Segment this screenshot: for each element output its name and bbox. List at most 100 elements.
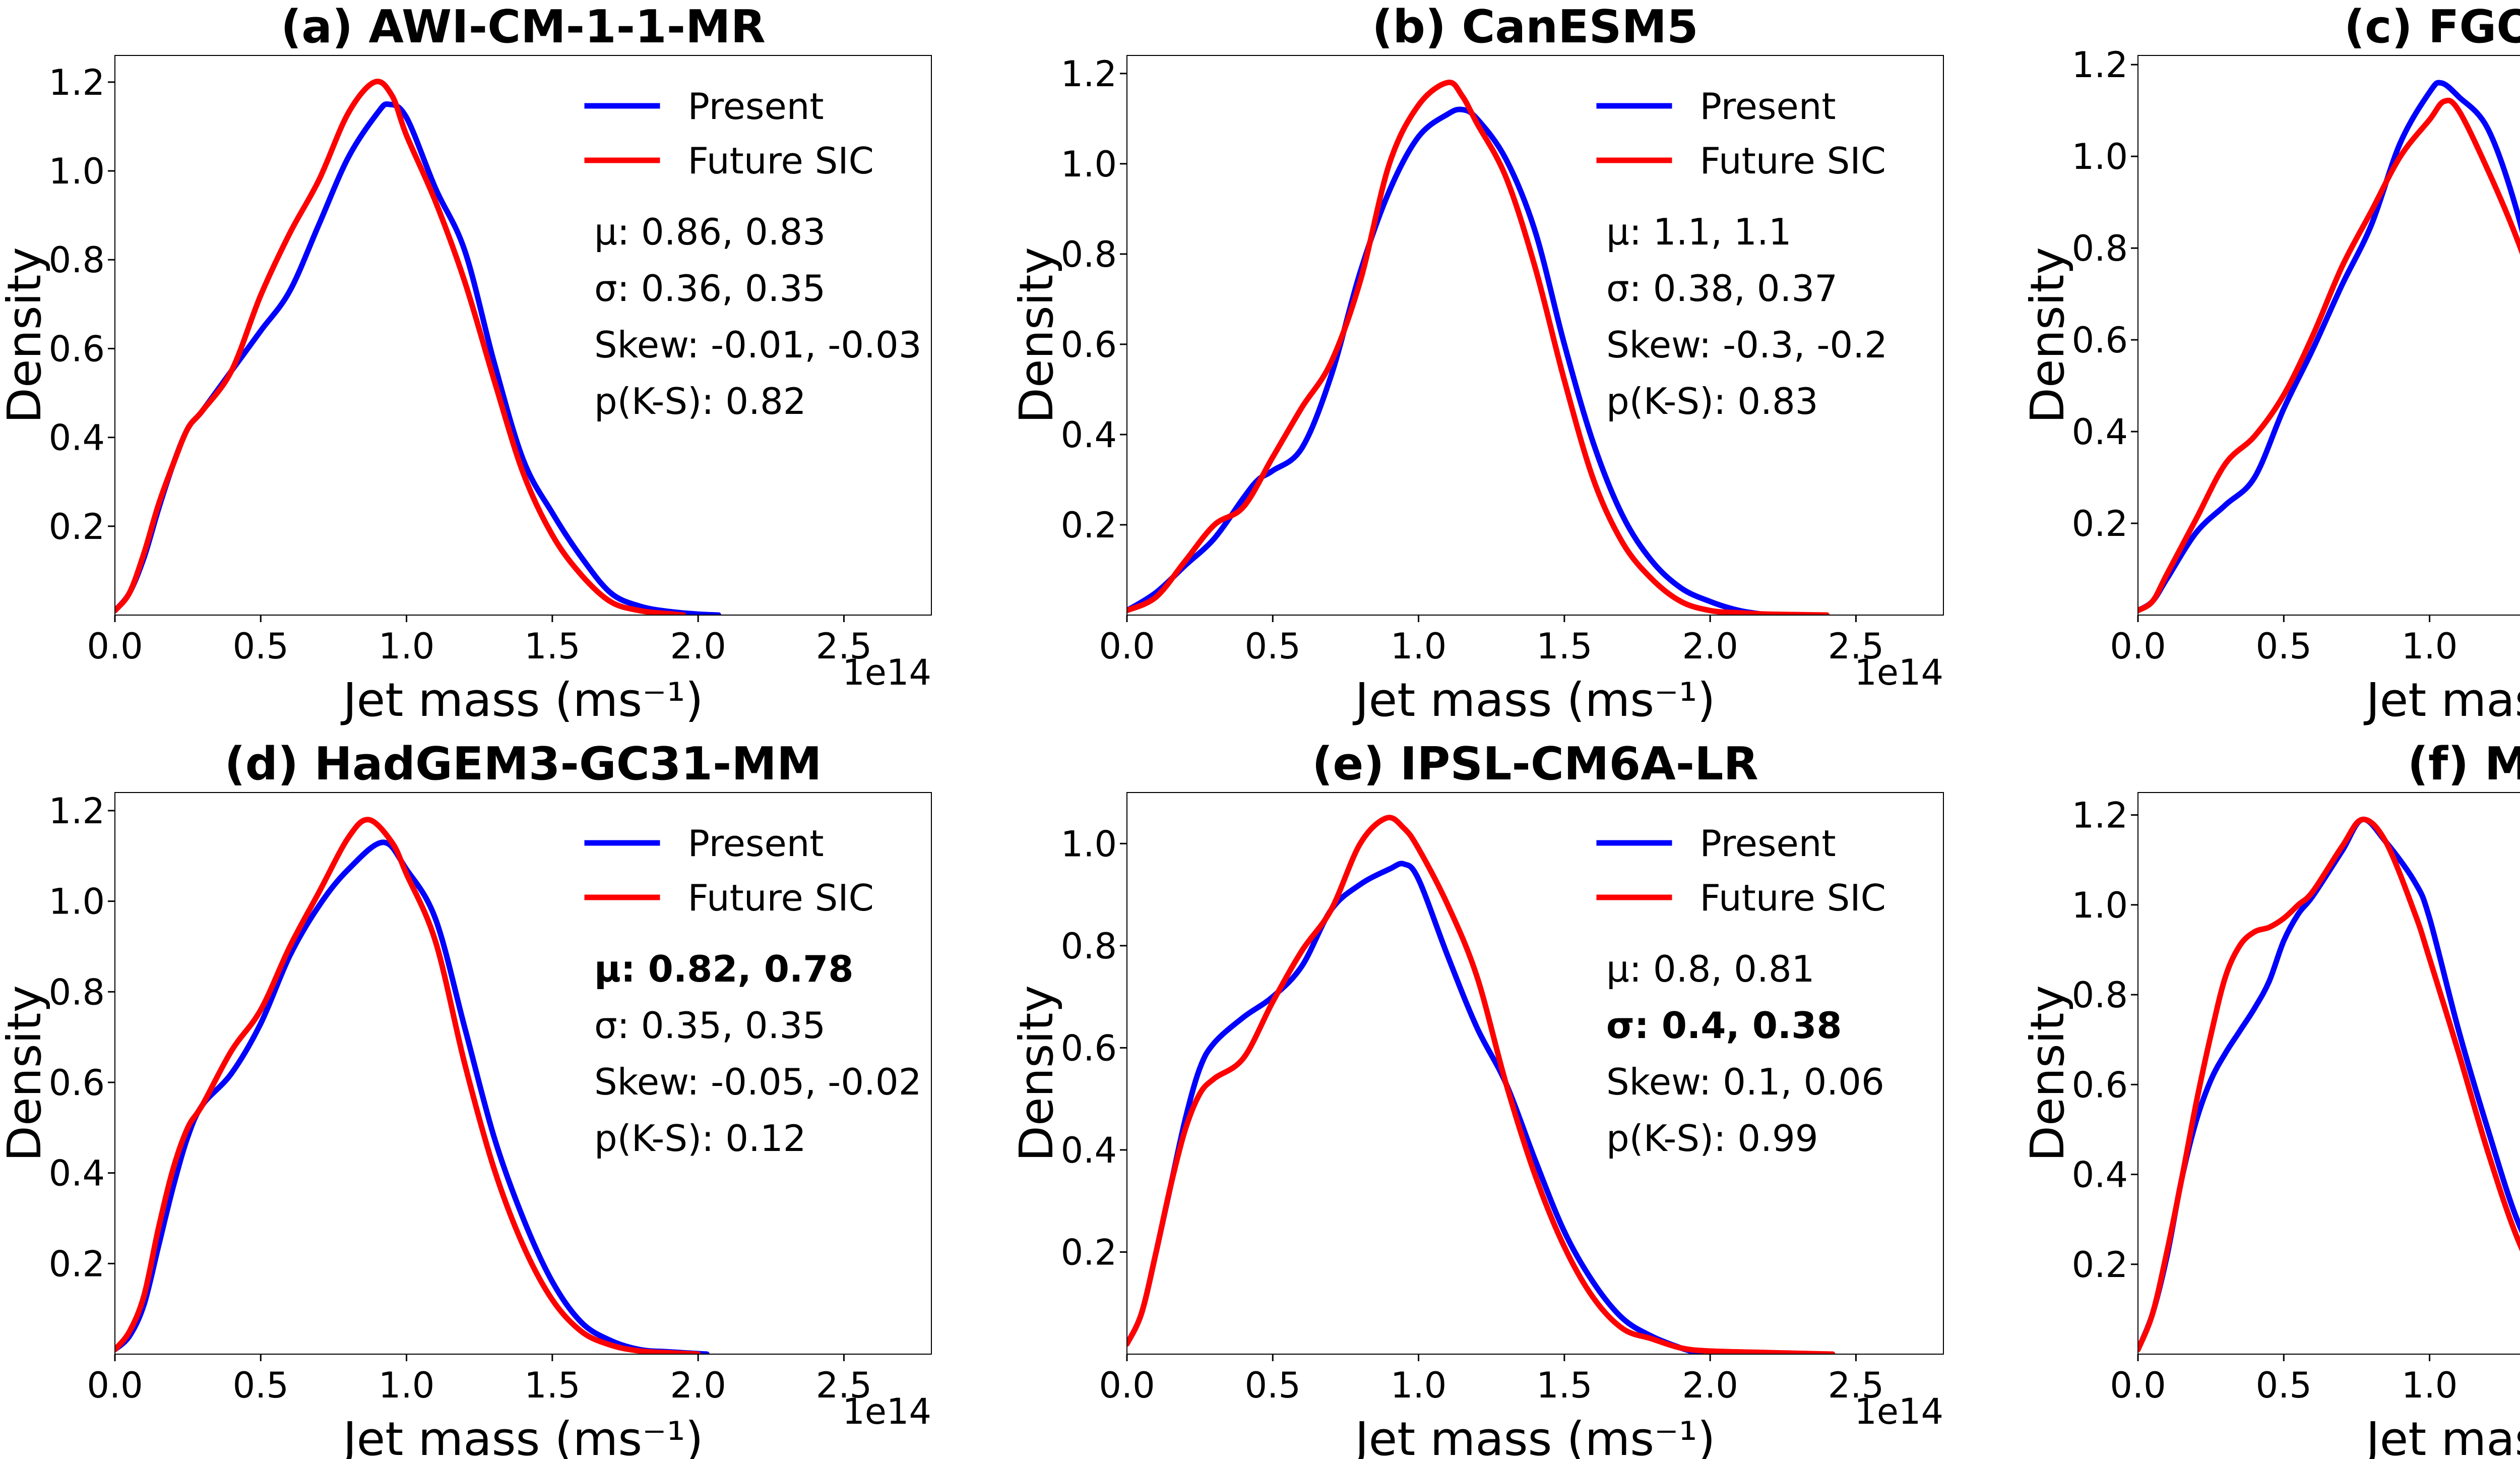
legend: Present Future SIC	[1596, 822, 1886, 919]
y-tick-label: 1.0	[1061, 823, 1117, 865]
stat-line: μ: 0.8, 0.81	[1606, 948, 1815, 990]
y-tick-label: 1.2	[2072, 795, 2128, 836]
y-tick-label: 0.6	[49, 328, 105, 370]
y-tick-label: 1.2	[49, 62, 105, 103]
y-axis-label: Density	[0, 247, 51, 423]
y-tick-label: 0.8	[1061, 234, 1117, 275]
x-tick-label: 0.0	[2110, 626, 2166, 667]
legend: Present Future SIC	[584, 822, 874, 919]
series-line-present	[2138, 80, 2520, 614]
x-tick-label: 0.5	[1245, 1365, 1301, 1406]
x-tick-label: 2.0	[670, 626, 726, 667]
series-line-future-sic	[115, 817, 701, 1354]
stat-line: p(K-S): 0.83	[1606, 380, 1818, 422]
y-tick-label: 0.8	[49, 239, 105, 281]
panel-f: (f) MIROC60.00.51.01.52.02.50.20.40.60.8…	[2021, 738, 2520, 1459]
x-tick-label: 0.5	[233, 1365, 289, 1406]
stat-line: σ: 0.35, 0.35	[594, 1004, 826, 1047]
stat-line: σ: 0.38, 0.37	[1606, 267, 1838, 310]
x-tick-label: 0.0	[2110, 1365, 2166, 1406]
x-tick-label: 1.0	[379, 1365, 434, 1406]
x-tick-label: 1.0	[1391, 1365, 1446, 1406]
y-tick-label: 1.0	[2072, 885, 2128, 926]
series-line-future-sic	[1127, 79, 1830, 615]
y-tick-label: 0.6	[1061, 324, 1117, 366]
y-tick-label: 0.2	[1061, 1232, 1117, 1273]
y-tick-label: 0.6	[49, 1062, 105, 1104]
stat-line: Skew: 0.1, 0.06	[1606, 1061, 1884, 1103]
stat-line: p(K-S): 0.82	[594, 380, 806, 422]
x-tick-label: 1.0	[2402, 626, 2458, 667]
x-tick-label: 0.5	[1245, 626, 1301, 667]
x-offset-label: 1e14	[842, 1391, 931, 1432]
axes-frame	[1126, 792, 1944, 1355]
stat-line: σ: 0.36, 0.35	[594, 267, 826, 310]
x-axis-label: Jet mass (ms⁻¹)	[1353, 1412, 1716, 1459]
y-tick-label: 0.4	[2072, 1154, 2128, 1196]
series-line-future-sic	[1127, 815, 1836, 1354]
y-axis-label: Density	[1010, 985, 1063, 1162]
y-tick-label: 0.2	[49, 1243, 105, 1285]
panel-c: (c) FGOALS-f3-L0.00.51.01.52.02.50.20.40…	[2021, 1, 2520, 727]
stat-line: μ: 0.82, 0.78	[594, 948, 854, 990]
x-tick-label: 0.5	[2256, 1365, 2312, 1406]
stat-line: Skew: -0.01, -0.03	[594, 324, 922, 366]
series-line-future-sic	[115, 79, 686, 615]
y-tick-label: 0.8	[2072, 228, 2128, 269]
axes-frame	[1126, 55, 1944, 616]
x-tick-label: 1.0	[379, 626, 434, 667]
y-axis-label: Density	[2021, 985, 2074, 1162]
y-tick-label: 1.0	[1061, 144, 1117, 185]
stats-annotation: μ: 0.8, 0.81 σ: 0.4, 0.38 Skew: 0.1, 0.06 p…	[1606, 948, 1884, 1160]
x-tick-label: 2.5	[1828, 626, 1884, 667]
y-tick-label: 1.0	[2072, 136, 2128, 177]
x-tick-label: 0.0	[1099, 1365, 1155, 1406]
panel-title: (b) CanESM5	[1372, 1, 1698, 53]
stat-line: μ: 1.1, 1.1	[1606, 211, 1792, 253]
x-offset-label: 1e14	[842, 652, 931, 693]
y-tick-label: 0.6	[2072, 1064, 2128, 1106]
panel-title: (c) FGOALS-f3-L	[2344, 1, 2520, 53]
stat-line: μ: 0.86, 0.83	[594, 211, 826, 253]
legend: Present Future SIC	[1596, 85, 1886, 182]
legend-label: Future SIC	[1700, 140, 1886, 182]
series-line-future-sic	[2138, 97, 2520, 614]
legend-label: Present	[688, 85, 824, 128]
y-tick-label: 1.2	[49, 791, 105, 832]
x-tick-label: 1.5	[1536, 626, 1592, 667]
series-group	[1127, 79, 1830, 615]
stat-line: Skew: -0.05, -0.02	[594, 1061, 922, 1103]
y-tick-label: 0.4	[1061, 1130, 1117, 1171]
panel-title: (f) MIROC6	[2408, 738, 2520, 791]
y-axis-label: Density	[0, 985, 51, 1162]
y-tick-label: 0.4	[2072, 411, 2128, 453]
x-tick-label: 1.5	[524, 1365, 580, 1406]
x-tick-label: 0.5	[2256, 626, 2312, 667]
x-tick-label: 0.0	[1099, 626, 1155, 667]
y-tick-label: 1.2	[2072, 44, 2128, 86]
panel-e: (e) IPSL-CM6A-LR 0.0 0.5 1.0 1.5 2.0 2.5 0.2 0.4…	[1010, 738, 1944, 1459]
y-axis-label: Density	[1010, 247, 1063, 423]
x-tick-label: 1.0	[1391, 626, 1446, 667]
y-tick-label: 1.0	[49, 151, 105, 192]
stats-annotation: μ: 0.86, 0.83 σ: 0.36, 0.35 Skew: -0.01, -…	[594, 211, 922, 422]
panel-title: (e) IPSL-CM6A-LR	[1312, 738, 1758, 791]
series-line-present	[1127, 861, 1705, 1354]
axes-frame	[114, 55, 932, 616]
y-axis-label: Density	[2021, 247, 2074, 423]
axes-frame	[2137, 55, 2520, 616]
series-group	[115, 817, 710, 1354]
y-tick-label: 0.8	[2072, 975, 2128, 1016]
y-tick-label: 0.4	[1061, 414, 1117, 456]
x-axis-label: Jet mass (ms⁻¹)	[341, 673, 704, 727]
legend-label: Future SIC	[688, 140, 874, 182]
y-tick-label: 1.0	[49, 881, 105, 923]
x-axis-label: Jet mass (ms⁻¹)	[2364, 673, 2520, 727]
panel-title: (d) HadGEM3-GC31-MM	[224, 738, 822, 791]
stat-line: p(K-S): 0.99	[1606, 1117, 1818, 1160]
y-tick-label: 0.8	[1061, 926, 1117, 967]
x-tick-label: 0.0	[87, 626, 143, 667]
legend-label: Future SIC	[1700, 877, 1886, 919]
panel-d: (d) HadGEM3-GC31-MM 0.0 0.5 1.0 1.5 2.0 2.5 0.2…	[0, 738, 932, 1459]
stats-annotation: μ: 0.82, 0.78 σ: 0.35, 0.35 Skew: -0.05, -…	[594, 948, 922, 1160]
